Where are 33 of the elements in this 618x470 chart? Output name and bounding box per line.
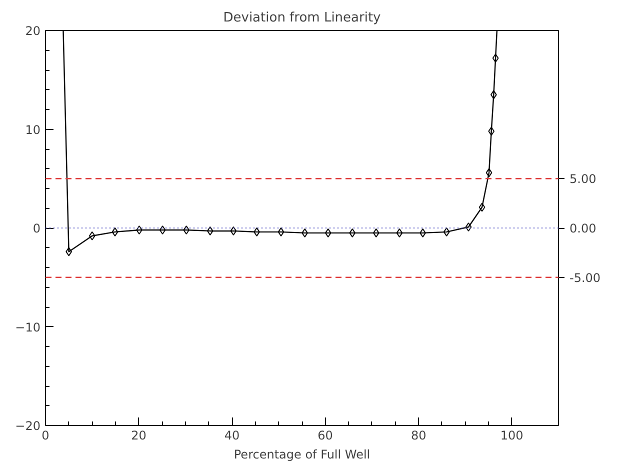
chart-title: Deviation from Linearity (223, 10, 382, 26)
point (206, 226, 214, 236)
point (230, 226, 237, 236)
ref-line-label: -5.00 (570, 270, 601, 285)
point (159, 225, 166, 234)
y-tick-label: 0 (32, 222, 41, 236)
y-tick-label: −20 (15, 419, 41, 433)
y-tick-label: −10 (15, 320, 41, 334)
x-tick-label: 20 (131, 428, 146, 442)
point (349, 228, 356, 238)
point (488, 126, 495, 136)
x-tick-label: 80 (410, 428, 426, 442)
point (88, 231, 96, 240)
x-tick-label: 60 (318, 428, 333, 442)
x-tick-label: 0 (42, 428, 50, 442)
x-axis-title: Percentage of Full Well (234, 448, 370, 462)
point (183, 225, 190, 234)
x-tick-label: 40 (224, 428, 240, 442)
point (465, 222, 472, 232)
ref-line-label: 0.00 (570, 222, 596, 236)
point (478, 202, 486, 212)
point (112, 227, 118, 236)
point (278, 227, 284, 236)
point (443, 227, 450, 236)
x-tick-label: 100 (500, 428, 524, 442)
point (396, 228, 403, 238)
y-tick-label: 10 (25, 122, 41, 137)
y-tick-label: 20 (25, 24, 41, 38)
ref-line-label: 5.00 (570, 172, 596, 186)
point (372, 228, 380, 238)
point (324, 228, 332, 238)
point (486, 168, 492, 178)
point (492, 54, 499, 63)
